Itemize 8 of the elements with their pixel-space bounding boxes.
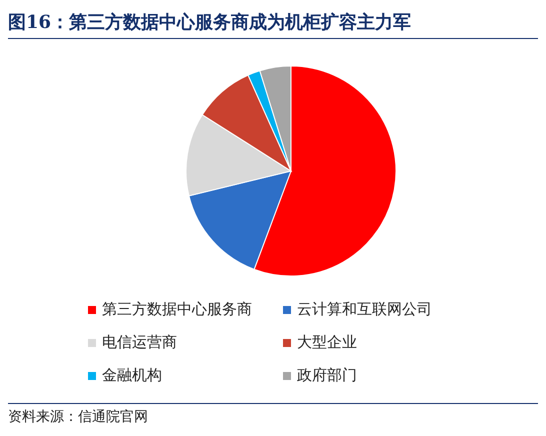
- text: 资料来源：信通院官网: [8, 408, 149, 426]
- legend-label: 云计算和互联网公司: [297, 300, 432, 319]
- chart-title: 图16：第三方数据中心服务商成为机柜扩容主力军: [8, 8, 538, 39]
- legend-label: 大型企业: [297, 333, 357, 352]
- legend-label: 政府部门: [297, 366, 357, 385]
- legend-label: 金融机构: [102, 366, 162, 385]
- legend-label: 电信运营商: [102, 333, 177, 352]
- legend-label: 第三方数据中心服务商: [102, 300, 252, 319]
